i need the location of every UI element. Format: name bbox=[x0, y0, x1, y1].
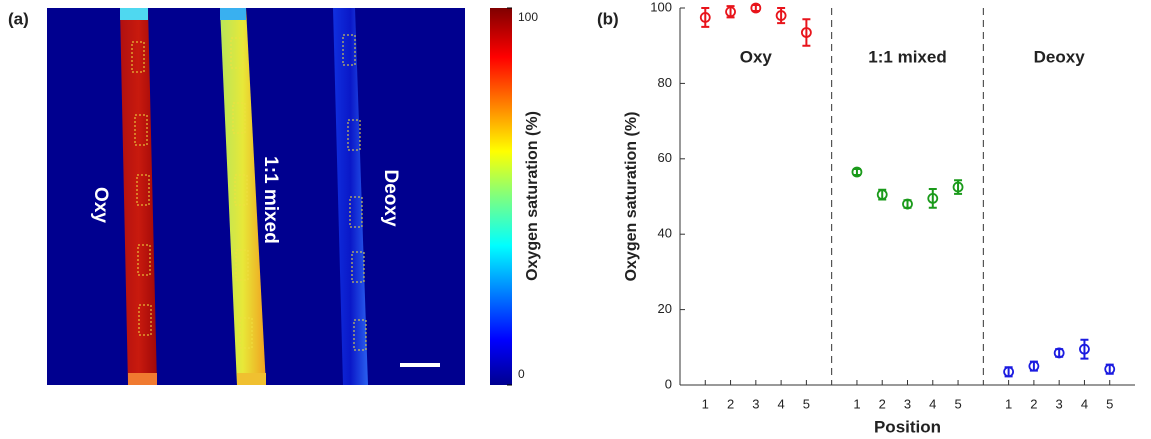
y-tick-label: 100 bbox=[650, 0, 672, 14]
vessel-end bbox=[128, 373, 157, 385]
image-annotation: 1:1 mixed bbox=[260, 156, 281, 244]
x-tick-label: 2 bbox=[727, 396, 734, 411]
y-tick-label: 0 bbox=[665, 376, 672, 391]
x-tick-label: 3 bbox=[1056, 396, 1063, 411]
x-tick-label: 2 bbox=[879, 396, 886, 411]
group-label: 1:1 mixed bbox=[868, 47, 946, 66]
x-tick-label: 1 bbox=[702, 396, 709, 411]
figure: (a) Oxy 1:1 mixed Deoxy 0 100 Oxygen saturatio… bbox=[0, 0, 1151, 439]
x-tick-label: 1 bbox=[1005, 396, 1012, 411]
error-bar bbox=[752, 5, 760, 11]
error-bar bbox=[1080, 340, 1088, 359]
vessel-end bbox=[220, 8, 246, 20]
vessel-end bbox=[237, 373, 266, 385]
error-bar bbox=[802, 19, 810, 45]
vessel-end bbox=[120, 8, 148, 20]
scale-bar bbox=[400, 363, 440, 367]
colorbar-label: Oxygen saturation (%) bbox=[524, 111, 541, 281]
group-label: Oxy bbox=[740, 47, 773, 66]
y-axis-label: Oxygen saturation (%) bbox=[623, 112, 640, 282]
error-bar bbox=[853, 169, 861, 175]
panel-a: (a) Oxy 1:1 mixed Deoxy 0 100 Oxygen saturatio… bbox=[8, 8, 541, 385]
panel-b: (b) 0 20 40 60 80 100 Oxygen saturation (%) Posi… bbox=[597, 0, 1135, 436]
x-tick-label: 5 bbox=[1106, 396, 1113, 411]
x-tick-label: 4 bbox=[929, 396, 936, 411]
panel-label: (b) bbox=[597, 9, 619, 28]
y-tick-label: 60 bbox=[658, 150, 672, 165]
image-annotation: Deoxy bbox=[380, 169, 401, 226]
error-bar bbox=[701, 8, 709, 27]
colorbar-tick-label: 100 bbox=[518, 10, 538, 24]
image-annotation: Oxy bbox=[90, 187, 111, 223]
y-tick-label: 80 bbox=[658, 75, 672, 90]
colorbar-tick-label: 0 bbox=[518, 367, 525, 381]
x-tick-label: 4 bbox=[1081, 396, 1088, 411]
x-tick-label: 4 bbox=[777, 396, 784, 411]
error-bar bbox=[929, 189, 937, 208]
x-tick-label: 3 bbox=[904, 396, 911, 411]
colorbar bbox=[490, 8, 512, 385]
x-tick-label: 5 bbox=[954, 396, 961, 411]
group-label: Deoxy bbox=[1034, 47, 1086, 66]
x-tick-label: 1 bbox=[853, 396, 860, 411]
panel-label: (a) bbox=[8, 9, 29, 28]
x-tick-label: 3 bbox=[752, 396, 759, 411]
x-tick-label: 2 bbox=[1030, 396, 1037, 411]
y-tick-label: 40 bbox=[658, 226, 672, 241]
x-axis-label: Position bbox=[874, 417, 941, 436]
x-tick-label: 5 bbox=[803, 396, 810, 411]
y-tick-label: 20 bbox=[658, 301, 672, 316]
